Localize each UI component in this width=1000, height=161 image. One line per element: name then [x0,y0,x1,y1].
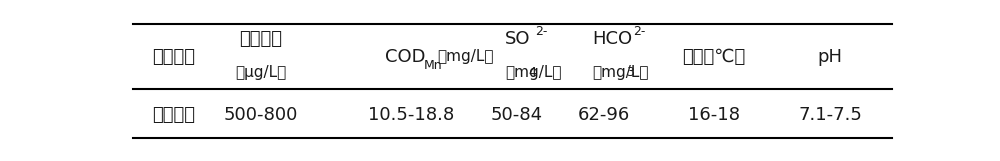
Text: 2-: 2- [535,25,547,38]
Text: 阿特拉津: 阿特拉津 [239,30,282,48]
Text: SO: SO [505,30,530,48]
Text: 62-96: 62-96 [578,106,630,124]
Text: 50-84: 50-84 [490,106,542,124]
Text: 2-: 2- [633,25,646,38]
Text: COD: COD [385,47,425,66]
Text: 4: 4 [528,66,536,79]
Text: 水温（℃）: 水温（℃） [682,47,746,66]
Text: 7.1-7.5: 7.1-7.5 [798,106,862,124]
Text: 3: 3 [626,66,634,79]
Text: 水质指标: 水质指标 [152,47,195,66]
Text: 进水水质: 进水水质 [152,106,195,124]
Text: （μg/L）: （μg/L） [235,65,286,80]
Text: （mg/L）: （mg/L） [437,49,494,64]
Text: Mn: Mn [423,59,442,72]
Text: HCO: HCO [592,30,632,48]
Text: 500-800: 500-800 [223,106,298,124]
Text: 10.5-18.8: 10.5-18.8 [368,106,454,124]
Text: （mg/L）: （mg/L） [505,65,561,80]
Text: pH: pH [818,47,843,66]
Text: 16-18: 16-18 [688,106,740,124]
Text: （mg/L）: （mg/L） [592,65,649,80]
